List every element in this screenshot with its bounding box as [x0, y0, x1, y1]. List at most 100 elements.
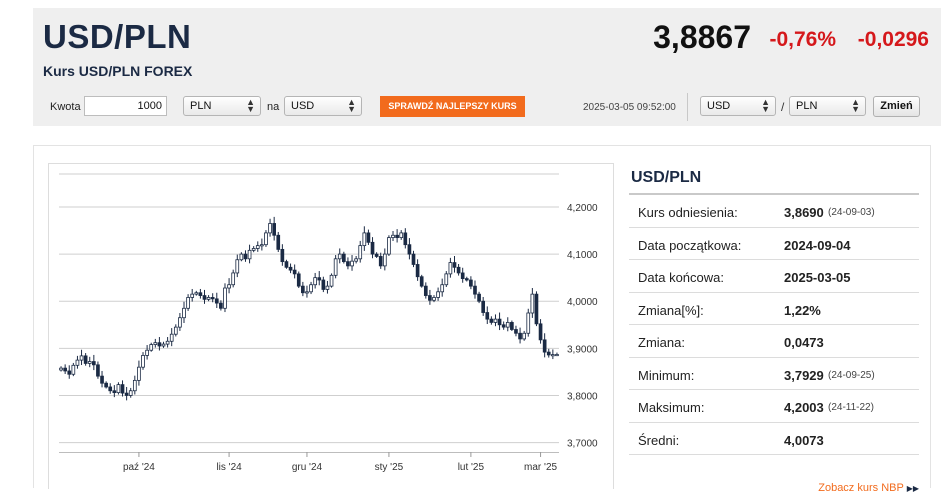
nbp-rate-link[interactable]: Zobacz kurs NBP ▶▶: [818, 482, 919, 494]
stats-label: Maksimum:: [638, 400, 705, 415]
candle: [210, 297, 215, 300]
candle: [354, 258, 358, 262]
swap-button[interactable]: Zmień: [873, 96, 920, 117]
candle: [219, 302, 223, 309]
candle: [481, 300, 486, 313]
to-currency-select[interactable]: USD ▲ ▼: [284, 96, 362, 116]
candle: [227, 284, 231, 289]
stats-value: 4,2003: [784, 400, 824, 415]
candle: [382, 253, 387, 267]
candle: [260, 244, 264, 247]
candle: [247, 249, 252, 260]
amount-input[interactable]: [84, 96, 167, 116]
candle: [493, 318, 498, 323]
candle: [546, 351, 551, 356]
stats-row: Średni: 4,0073: [629, 423, 919, 455]
candle: [169, 333, 174, 342]
stats-value: 3,7929: [784, 367, 824, 383]
candle: [124, 392, 129, 396]
stats-row: Kurs odniesienia: 3,8690 (24-09-03): [629, 195, 919, 228]
candle: [239, 253, 244, 261]
candle: [333, 258, 338, 276]
stats-value: 3,8690: [784, 205, 824, 220]
candle: [469, 279, 473, 287]
candle: [505, 322, 510, 328]
candle: [59, 367, 63, 371]
double-arrow-right-icon: ▶▶: [906, 484, 919, 493]
candlestick-chart: 4,2000 4,1000 4,0000 3,9000 3,8000 3,7000 paź …: [59, 173, 598, 473]
main-panel: 4,2000 4,1000 4,0000 3,9000 3,8000 3,7000 paź …: [33, 145, 931, 494]
candle: [358, 245, 363, 260]
from-currency-select[interactable]: PLN ▲ ▼: [183, 96, 261, 116]
candle: [198, 292, 203, 296]
candle: [137, 366, 141, 381]
candle: [178, 317, 182, 328]
candle: [128, 390, 133, 396]
x-tick-label: paź '24: [123, 462, 155, 473]
stats-value: 1,22%: [784, 302, 821, 318]
candle: [63, 367, 67, 372]
candle: [399, 232, 404, 239]
candle: [92, 361, 96, 366]
candle: [350, 260, 354, 267]
pair-base-select[interactable]: USD ▲ ▼: [700, 96, 776, 116]
candle: [473, 285, 477, 295]
candle: [112, 390, 117, 394]
pair-quote-select[interactable]: PLN ▲ ▼: [789, 96, 866, 116]
candle: [149, 344, 154, 351]
stats-value: 2025-03-05: [784, 270, 851, 285]
candle: [132, 379, 137, 392]
candle: [255, 245, 260, 249]
stats-label: Zmiana[%]:: [638, 302, 704, 318]
candle: [419, 276, 424, 287]
candle: [555, 354, 559, 357]
stats-row: Maksimum: 4,2003 (24-11-22): [629, 390, 919, 423]
select-arrows-icon: ▲ ▼: [246, 97, 255, 114]
candle: [444, 273, 449, 286]
candle: [526, 312, 531, 334]
candle: [182, 307, 186, 319]
candle: [337, 253, 342, 260]
x-tick-label: sty '25: [375, 462, 404, 473]
candle: [288, 266, 293, 271]
currency-calculator: Kwota PLN ▲▼ na USD ▲▼ SPRAWDŹ NAJLEPSZY…: [33, 93, 941, 121]
y-tick-label: 3,7000: [567, 439, 598, 450]
candle: [428, 295, 432, 301]
candle: [305, 291, 309, 294]
stats-row: Zmiana: 0,0473: [629, 325, 919, 358]
stats-label: Kurs odniesienia:: [638, 205, 738, 220]
stats-value: 4,0073: [784, 432, 824, 448]
candle: [518, 332, 522, 340]
candle: [395, 234, 399, 239]
candle: [194, 292, 199, 295]
candle: [448, 262, 453, 275]
candle: [501, 324, 506, 328]
page-title: USD/PLN: [43, 18, 192, 55]
stats-date: (24-09-25): [828, 369, 875, 381]
y-tick-label: 3,8000: [567, 391, 598, 402]
candle: [374, 253, 379, 257]
candle: [317, 277, 322, 281]
candle: [202, 295, 207, 300]
candle: [522, 332, 526, 340]
candle: [538, 323, 543, 341]
candle: [223, 287, 227, 309]
candle: [342, 253, 346, 263]
y-tick-label: 4,1000: [567, 250, 598, 261]
candle: [251, 248, 256, 251]
best-rate-button[interactable]: SPRAWDŹ NAJLEPSZY KURS: [380, 96, 525, 117]
candle: [432, 297, 436, 301]
select-arrows-icon: ▲ ▼: [851, 97, 860, 114]
amount-label: Kwota: [50, 101, 81, 113]
candle: [120, 384, 125, 394]
candle: [104, 382, 108, 388]
candle: [456, 266, 461, 274]
stats-label: Data końcowa:: [638, 270, 724, 285]
candle: [440, 284, 445, 293]
stats-date: (24-11-22): [828, 402, 874, 413]
candle: [387, 237, 391, 255]
candle: [157, 342, 162, 347]
pair-separator: /: [781, 100, 785, 114]
candle: [366, 232, 371, 243]
stats-date: (24-09-03): [828, 207, 875, 218]
